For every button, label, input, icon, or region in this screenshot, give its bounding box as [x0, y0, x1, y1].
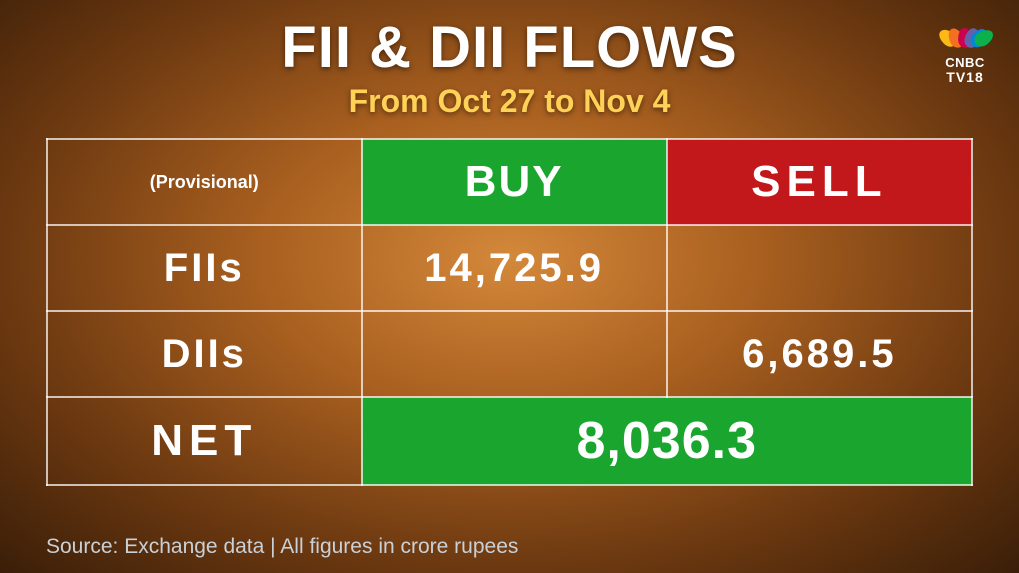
diis-buy-value: [362, 311, 667, 397]
main-content: FII & DII FLOWS From Oct 27 to Nov 4 (Pr…: [0, 0, 1019, 486]
row-label-fiis: FIIs: [47, 225, 362, 311]
row-label-diis: DIIs: [47, 311, 362, 397]
source-footnote: Source: Exchange data | All figures in c…: [46, 535, 518, 559]
net-label: NET: [47, 397, 362, 485]
flows-table: (Provisional) BUY SELL FIIs 14,725.9 DII…: [46, 138, 973, 486]
page-subtitle: From Oct 27 to Nov 4: [46, 83, 973, 120]
fiis-buy-value: 14,725.9: [362, 225, 667, 311]
provisional-header: (Provisional): [47, 139, 362, 225]
table-row: FIIs 14,725.9: [47, 225, 972, 311]
buy-header: BUY: [362, 139, 667, 225]
sell-header: SELL: [667, 139, 972, 225]
table-row: DIIs 6,689.5: [47, 311, 972, 397]
fiis-sell-value: [667, 225, 972, 311]
page-title: FII & DII FLOWS: [46, 14, 973, 81]
table-header-row: (Provisional) BUY SELL: [47, 139, 972, 225]
net-value: 8,036.3: [362, 397, 973, 485]
diis-sell-value: 6,689.5: [667, 311, 972, 397]
net-row: NET 8,036.3: [47, 397, 972, 485]
